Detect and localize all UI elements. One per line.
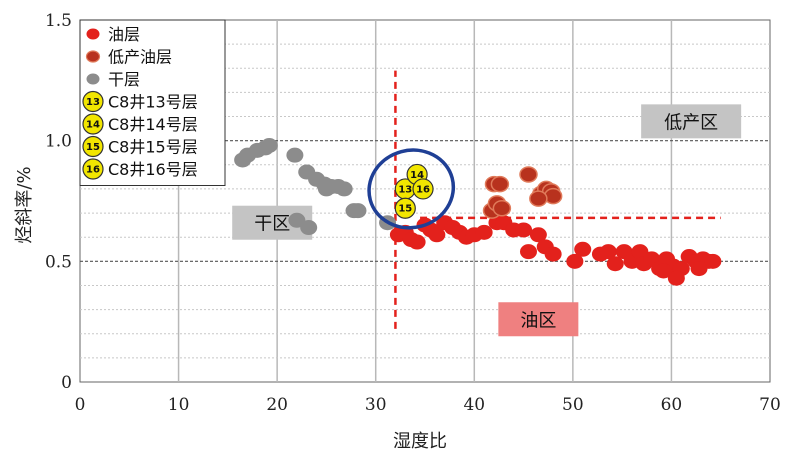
legend-label: 低产油层 [108,48,172,67]
data-point [349,203,367,219]
region-box [498,302,579,337]
legend-marker-label: 15 [86,142,100,153]
axes: 0 10 20 30 40 50 60 70 0 0.5 1.0 1.5 [45,11,781,415]
legend-marker-label: 13 [86,97,100,108]
data-point [300,220,318,236]
well-layer-marker-label: 16 [416,184,430,195]
legend-marker [86,28,100,40]
x-tick-label: 60 [661,395,683,415]
y-axis-title: 烃斜率/% [14,166,35,243]
data-point [631,244,649,260]
y-tick-label: 1.5 [45,11,72,31]
data-point [515,222,533,238]
legend-marker [82,90,104,113]
well-layer-marker-label: 13 [398,184,412,195]
y-tick-label: 0.5 [45,252,72,272]
data-point [335,181,353,197]
data-point [490,175,510,193]
data-point [475,224,493,240]
legend-box [79,19,226,186]
legend-marker [82,135,104,158]
region-label: 油区 [520,310,556,331]
legend-label: C8井16号层 [108,160,198,179]
data-point [606,256,624,272]
x-tick-label: 40 [463,395,485,415]
highlight-ellipse-shape [367,148,456,230]
data-point [544,246,562,262]
highlight-ellipse [367,148,456,230]
data-point [690,261,708,277]
data-point [519,166,538,183]
divider-lines [394,70,721,329]
data-point [428,227,446,243]
legend-label: 油层 [108,25,140,44]
data-point [574,241,592,257]
x-tick-label: 0 [75,395,86,415]
data-point [529,190,548,207]
legend-label: C8井14号层 [108,115,198,134]
legend-marker [85,50,101,63]
region-label: 干区 [254,214,290,235]
data-point [520,244,537,260]
data-point [704,253,722,269]
x-tick-label: 50 [562,395,584,415]
legend-marker [82,158,104,180]
data-point [286,147,304,163]
data-point [288,212,306,228]
legend-marker-label: 16 [86,165,100,176]
legend-label: C8井15号层 [108,138,198,157]
legend-label: C8井13号层 [108,93,198,112]
legend-marker-label: 14 [86,120,100,131]
legend-marker [82,113,104,135]
legend-marker [86,73,100,85]
well-layer-marker-label: 15 [398,204,412,215]
x-tick-label: 10 [168,395,190,415]
x-tick-label: 20 [266,395,288,415]
x-axis-title: 湿度比 [393,431,447,452]
well-layer-marker [412,178,434,200]
data-point [317,181,335,197]
y-tick-label: 0 [61,373,72,393]
y-tick-label: 1.0 [45,132,72,152]
data-point [655,263,673,279]
data-point [599,244,617,260]
x-tick-label: 30 [365,395,387,415]
region-box [641,104,742,139]
well-layer-marker [394,197,416,219]
legend-label: 干层 [108,70,140,89]
x-tick-label: 70 [759,395,781,415]
data-points: 13 14 15 16 [234,137,722,286]
data-point [667,270,685,286]
data-point [408,234,426,250]
region-label: 低产区 [664,112,718,133]
well-layer-marker-label: 14 [410,170,424,181]
data-point [566,253,584,269]
data-point [492,199,512,217]
data-point [260,137,278,153]
data-point [529,227,547,243]
